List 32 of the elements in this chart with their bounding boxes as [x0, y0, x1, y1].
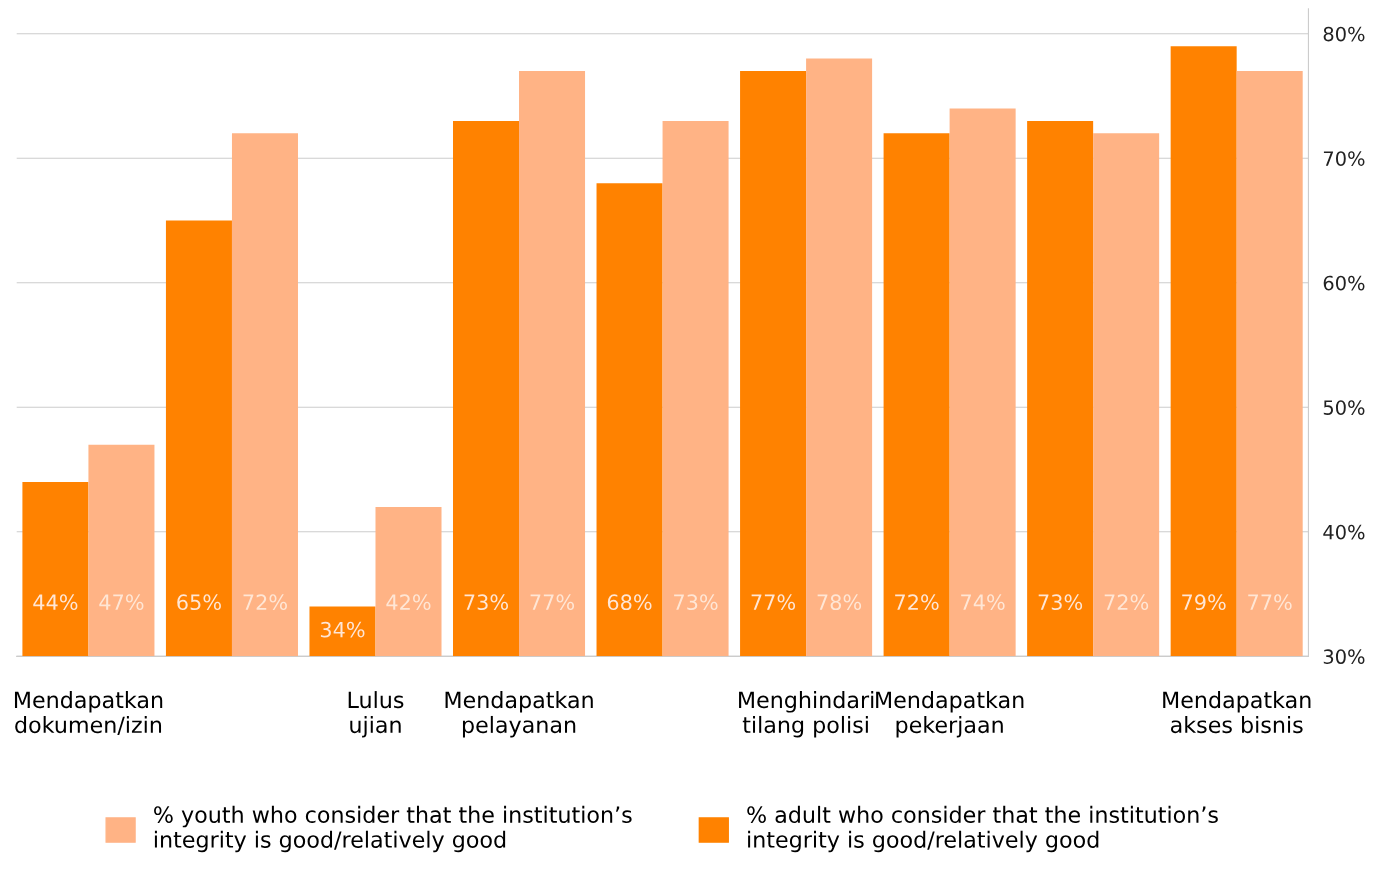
y-tick-label: 40% — [1323, 524, 1365, 540]
x-tick-label: Lulus ujian — [348, 691, 404, 738]
data-label: 68% — [607, 594, 652, 611]
data-label: 77% — [751, 594, 796, 611]
data-label: 47% — [99, 594, 144, 611]
data-label: 42% — [386, 594, 431, 611]
data-label: 44% — [33, 594, 78, 611]
data-label: 73% — [1038, 594, 1083, 611]
data-label: 78% — [817, 594, 862, 611]
y-tick-label: 50% — [1323, 400, 1365, 415]
y-tick-label: 70% — [1323, 151, 1365, 166]
legend-label: % adult who consider that the institution’s integrity is good/relatively good — [747, 805, 1218, 853]
data-label: 72% — [1104, 594, 1149, 611]
y-tick-label: 60% — [1323, 275, 1365, 291]
data-label: 34% — [320, 621, 365, 638]
data-label: 72% — [895, 594, 939, 611]
data-label: 73% — [464, 594, 509, 611]
x-tick-label: Mendapatkan pekerjaan — [876, 691, 1024, 738]
data-label: 72% — [243, 594, 287, 611]
data-label: 77% — [530, 594, 575, 611]
data-label: 65% — [177, 594, 221, 611]
x-tick-label: Mendapatkan pelayanan — [445, 691, 593, 738]
x-tick-label: Mendapatkan akses bisnis — [1163, 691, 1311, 734]
x-tick-label: Menghindari tilang polisi — [739, 691, 874, 738]
data-label: 77% — [1248, 594, 1292, 611]
legend-label: % youth who consider that the institution’s integrity is good/relatively good — [154, 805, 632, 853]
x-tick-label: Mendapatkan dokumen/izin — [14, 691, 163, 735]
data-label: 79% — [1182, 594, 1226, 611]
data-label: 73% — [674, 594, 718, 611]
y-tick-label: 30% — [1323, 649, 1365, 665]
data-label: 74% — [961, 594, 1005, 611]
y-tick-label: 80% — [1323, 26, 1365, 42]
